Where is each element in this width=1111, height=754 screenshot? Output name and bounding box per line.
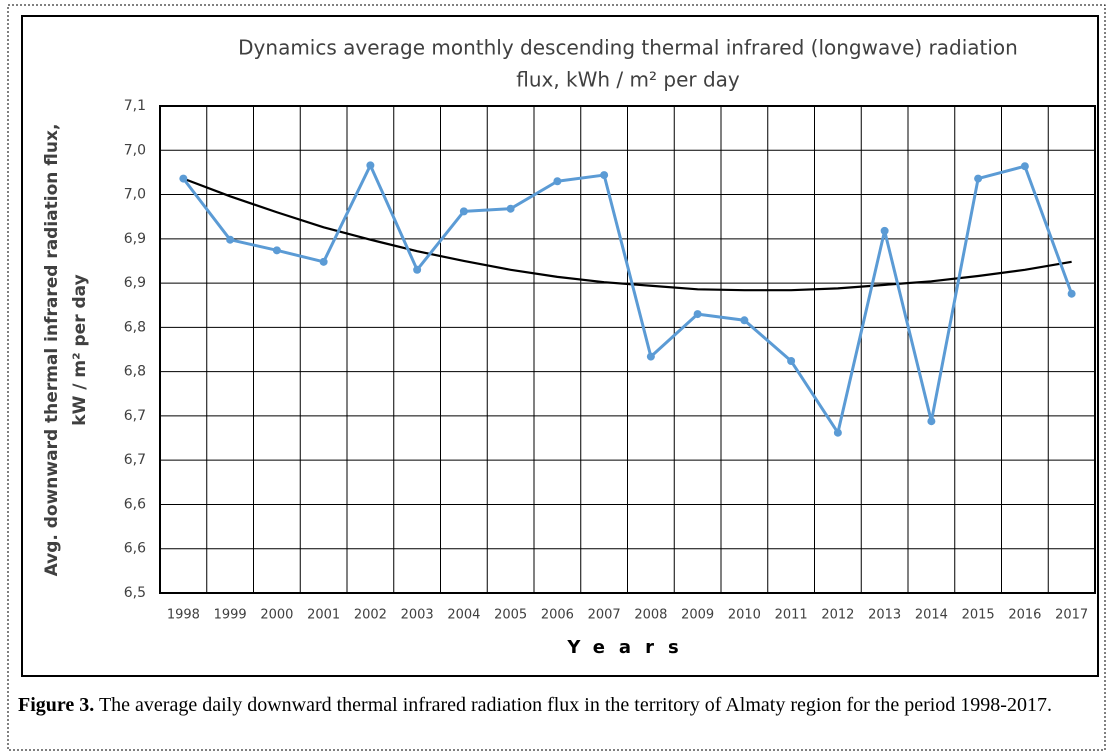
caption-text: The average daily downward thermal infra… bbox=[98, 694, 1052, 716]
y-tick-label: 7,1 bbox=[124, 98, 146, 114]
x-tick-label: 2015 bbox=[962, 608, 995, 623]
y-tick-label: 6,6 bbox=[124, 496, 146, 512]
data-point bbox=[226, 235, 235, 244]
data-point bbox=[927, 417, 936, 426]
x-tick-label: 2011 bbox=[775, 608, 808, 623]
plot-frame bbox=[159, 105, 1096, 594]
trend-line bbox=[182, 177, 1072, 292]
y-tick-label: 7,0 bbox=[124, 142, 146, 158]
chart-title: Dynamics average monthly descending ther… bbox=[238, 36, 1018, 60]
data-point bbox=[179, 174, 188, 183]
chart-border bbox=[21, 15, 1099, 677]
data-point bbox=[1067, 289, 1076, 298]
y-tick-label: 6,9 bbox=[124, 231, 146, 247]
x-tick-label: 1999 bbox=[214, 608, 247, 623]
data-line bbox=[182, 163, 1074, 435]
x-tick-label: 2003 bbox=[401, 608, 434, 623]
x-tick-label: 1998 bbox=[167, 608, 200, 623]
x-tick-label: 2010 bbox=[728, 608, 761, 623]
y-tick-label: 7,0 bbox=[124, 187, 146, 203]
caption: Figure 3. The average daily downward the… bbox=[18, 690, 1098, 720]
caption-label: Figure 3. bbox=[18, 694, 95, 716]
y-tick-label: 6,7 bbox=[124, 452, 146, 468]
y-tick-label: 6,7 bbox=[124, 408, 146, 424]
data-point bbox=[506, 204, 515, 213]
data-point bbox=[880, 226, 889, 235]
x-axis-label: Years bbox=[566, 637, 692, 658]
x-tick-label: 2000 bbox=[260, 608, 293, 623]
data-point bbox=[693, 310, 702, 319]
x-tick-label: 2007 bbox=[588, 608, 621, 623]
data-point bbox=[272, 246, 281, 255]
x-tick-label: 2016 bbox=[1008, 608, 1041, 623]
x-tick-label: 2005 bbox=[494, 608, 527, 623]
y-tick-label: 6,6 bbox=[124, 541, 146, 557]
data-point bbox=[646, 352, 655, 361]
y-axis-label: kW / m² per day bbox=[70, 274, 90, 425]
x-tick-label: 2008 bbox=[634, 608, 667, 623]
x-tick-label: 2014 bbox=[915, 608, 948, 623]
x-tick-label: 2012 bbox=[821, 608, 854, 623]
x-tick-label: 2002 bbox=[354, 608, 387, 623]
x-tick-label: 2017 bbox=[1055, 608, 1088, 623]
data-point bbox=[740, 316, 749, 325]
y-tick-label: 6,8 bbox=[124, 364, 146, 380]
data-point bbox=[600, 171, 609, 180]
data-point bbox=[459, 207, 468, 216]
data-point bbox=[366, 161, 375, 170]
y-axis-label: Avg. downward thermal infrared radiation… bbox=[42, 124, 62, 577]
data-point bbox=[1020, 162, 1029, 171]
chart-title: flux, kWh / m² per day bbox=[516, 68, 740, 92]
figure-border bbox=[7, 4, 1106, 751]
x-tick-label: 2001 bbox=[307, 608, 340, 623]
y-tick-label: 6,8 bbox=[124, 319, 146, 335]
y-tick-label: 6,9 bbox=[124, 275, 146, 291]
x-tick-label: 2009 bbox=[681, 608, 714, 623]
data-point bbox=[787, 357, 796, 366]
data-point bbox=[413, 265, 422, 274]
data-point bbox=[319, 257, 328, 266]
x-tick-label: 2006 bbox=[541, 608, 574, 623]
x-tick-label: 2004 bbox=[447, 608, 480, 623]
data-point bbox=[553, 177, 562, 186]
data-point bbox=[974, 174, 983, 183]
y-tick-label: 6,5 bbox=[124, 585, 146, 601]
data-point bbox=[833, 428, 842, 437]
x-tick-label: 2013 bbox=[868, 608, 901, 623]
